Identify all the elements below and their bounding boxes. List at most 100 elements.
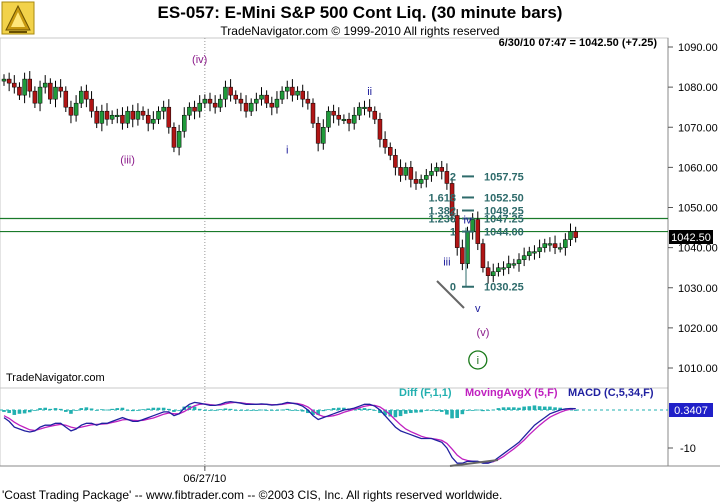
- date-tick-label: 06/27/10: [183, 473, 226, 485]
- diff-bar: [465, 410, 470, 411]
- fib-price-label: 1030.25: [484, 282, 524, 294]
- watermark: TradeNavigator.com: [6, 372, 105, 384]
- diff-bar: [481, 410, 485, 412]
- candle-body: [388, 147, 393, 156]
- diff-bar: [120, 407, 125, 410]
- diff-bar: [43, 407, 47, 410]
- fib-ratio-label: 1.236: [428, 214, 456, 226]
- diff-bar: [270, 410, 274, 411]
- candle-body: [254, 98, 259, 104]
- candle-body: [37, 86, 43, 104]
- macd-tick-label: -10: [680, 443, 696, 455]
- diff-bar: [110, 408, 114, 410]
- candle-body: [460, 247, 465, 264]
- diff-bar: [228, 408, 233, 410]
- wave-label: (v): [477, 327, 490, 339]
- candle-body: [491, 271, 496, 276]
- candle-body: [6, 78, 12, 84]
- diff-bar: [7, 410, 11, 414]
- candle-body: [362, 106, 367, 109]
- diff-bar: [136, 410, 140, 411]
- footer-text: 'Coast Trading Package' -- www.fibtrader…: [2, 488, 502, 502]
- diff-bar: [414, 410, 418, 413]
- diff-bar: [532, 405, 537, 410]
- candle-body: [223, 86, 228, 100]
- diff-bar: [357, 408, 362, 410]
- candle-body: [573, 231, 578, 238]
- candle-body: [341, 118, 347, 121]
- diff-bar: [336, 407, 341, 410]
- candle-body: [145, 114, 151, 124]
- diff-bar: [141, 409, 145, 411]
- candle-body: [104, 110, 110, 120]
- diff-bar: [362, 408, 367, 410]
- candle-body: [73, 102, 79, 116]
- candle-body: [279, 90, 285, 100]
- candle-body: [290, 86, 295, 96]
- diff-bar: [496, 408, 501, 410]
- diff-bar: [161, 407, 166, 410]
- candle-body: [176, 131, 182, 148]
- diff-bar: [331, 408, 336, 410]
- candle-body: [444, 171, 450, 184]
- candle-body: [331, 110, 336, 116]
- candle-body: [403, 167, 408, 176]
- diff-bar: [398, 410, 403, 417]
- candle-body: [187, 106, 192, 116]
- price-axis: 1010.00 1020.00 1030.00 1040.00 1050.00 1060.…: [668, 42, 718, 375]
- candle-body: [480, 243, 486, 268]
- candle-body: [89, 98, 94, 112]
- fib-ratio-label: 1.382: [428, 206, 456, 218]
- diff-bar: [64, 410, 68, 412]
- candle-body: [346, 118, 352, 124]
- candle-body: [537, 247, 542, 252]
- candle-body: [42, 82, 48, 88]
- diff-bar: [203, 410, 207, 411]
- fib-price-label: 1052.50: [484, 192, 524, 204]
- candle-body: [151, 118, 156, 124]
- diff-bar: [239, 410, 243, 411]
- candle-body: [63, 90, 69, 108]
- candle-body: [48, 82, 53, 100]
- candle-body: [382, 139, 388, 148]
- diff-bar: [300, 410, 305, 412]
- fib-price-label: 1047.25: [484, 214, 524, 226]
- diff-bar: [367, 408, 372, 410]
- diff-bar: [213, 410, 217, 411]
- diff-bar: [388, 410, 393, 417]
- last-price-box: [669, 230, 713, 244]
- diff-bar: [89, 408, 94, 410]
- trendline-price: [436, 280, 465, 309]
- diff-bar: [264, 410, 269, 411]
- candle-body: [496, 267, 501, 272]
- candle-body: [84, 90, 89, 100]
- candle-body: [109, 114, 115, 120]
- diff-bar: [167, 408, 171, 410]
- diff-bar: [208, 410, 212, 411]
- candle-body: [527, 251, 532, 256]
- diff-bar: [450, 410, 454, 419]
- diff-bar: [177, 410, 181, 411]
- candle-body: [552, 243, 558, 248]
- candle-body: [357, 106, 362, 116]
- candle-body: [501, 267, 506, 270]
- diff-bar: [373, 410, 377, 411]
- diff-bar: [280, 409, 284, 411]
- candle-body: [27, 78, 32, 92]
- diff-bar: [295, 410, 300, 411]
- diff-bar: [537, 406, 542, 410]
- candle-body: [295, 90, 300, 96]
- diff-bar: [321, 410, 326, 412]
- price-tick-label: 1050.00: [678, 203, 718, 215]
- macd-line: [3, 400, 576, 464]
- candle-body: [12, 82, 17, 88]
- candle-body: [171, 127, 177, 148]
- candle-body: [413, 179, 419, 184]
- candle-body: [130, 110, 135, 120]
- candle-body: [475, 219, 481, 244]
- diff-bar: [156, 407, 161, 410]
- wave-label: iv: [464, 215, 472, 227]
- diff-bar: [486, 410, 490, 411]
- candle-body: [434, 167, 439, 172]
- candle-body: [202, 98, 208, 104]
